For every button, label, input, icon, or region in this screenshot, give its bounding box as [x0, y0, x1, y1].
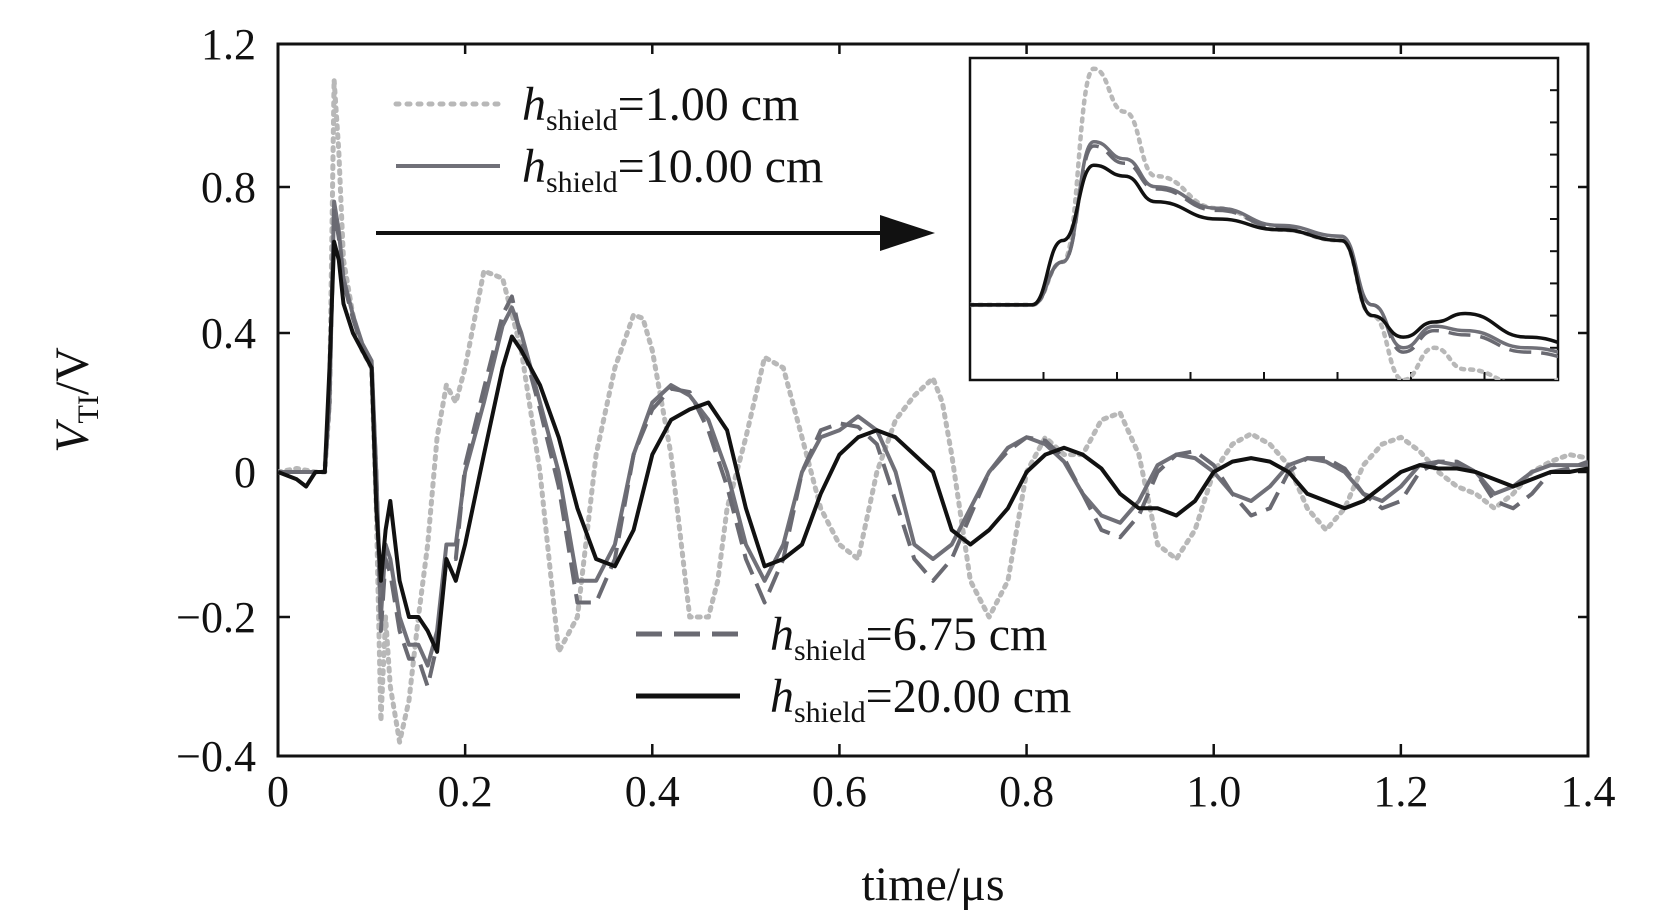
tick-layer: 0 0.2 0.4 0.6 0.8 1.0 1.2 1.4 −0.4 −0.2 0 0.4 0.8 1.2 [176, 20, 1615, 816]
legend-2-sub: shield [546, 166, 618, 199]
x-tick-label: 1.2 [1373, 767, 1428, 816]
legend-3-rest: =6.75 cm [866, 608, 1048, 661]
y-tick-label: 0.8 [201, 163, 256, 212]
x-tick-label: 1.4 [1561, 767, 1616, 816]
legend-4-sub: shield [794, 696, 866, 729]
inset-tick-layer [1042, 89, 1558, 380]
x-tick-label: 0.2 [438, 767, 493, 816]
series-line-1 [278, 77, 1588, 745]
legend-4-var: h [770, 670, 794, 723]
plot-frame [276, 42, 1590, 758]
y-tick-label: 0 [234, 448, 256, 497]
legend-1-rest: =1.00 cm [618, 78, 800, 131]
x-tick-label: 0.6 [812, 767, 867, 816]
y-tick-label: −0.2 [176, 593, 256, 642]
legend-4-rest: =20.00 cm [866, 670, 1072, 723]
legend-3-var: h [770, 608, 794, 661]
legend-2-var: h [522, 140, 546, 193]
series-line-4 [278, 239, 1588, 654]
legend-3-sub: shield [794, 634, 866, 667]
y-axis-title-sub: TI [72, 395, 105, 423]
x-tick-label: 0 [267, 767, 289, 816]
inset-series-line-3 [970, 144, 1558, 359]
y-tick-label: 1.2 [201, 20, 256, 69]
y-tick-label: −0.4 [176, 732, 256, 781]
legend-label-3: hshield=6.75 cm [770, 608, 1047, 667]
y-axis-title: VTI/V [46, 347, 105, 453]
legend-top: hshield=1.00 cm hshield=10.00 cm [393, 78, 823, 199]
series-line-3 [278, 206, 1588, 689]
legend-1-var: h [522, 78, 546, 131]
x-axis-title: time/μs [861, 858, 1004, 911]
x-tick-label: 0.4 [625, 767, 680, 816]
inset-series-layer [970, 66, 1558, 380]
legend-bottom: hshield=6.75 cm hshield=20.00 cm [636, 608, 1071, 729]
y-axis-title-suffix: /V [46, 347, 99, 395]
legend-label-1: hshield=1.00 cm [522, 78, 799, 137]
legend-2-rest: =10.00 cm [618, 140, 824, 193]
legend-label-2: hshield=10.00 cm [522, 140, 823, 199]
y-axis-title-main: V [46, 419, 99, 453]
legend-1-sub: shield [546, 104, 618, 137]
inset-frame [968, 56, 1560, 382]
y-tick-label: 0.4 [201, 309, 256, 358]
inset-series-line-4 [970, 163, 1558, 345]
x-tick-label: 0.8 [999, 767, 1054, 816]
x-tick-label: 1.0 [1186, 767, 1241, 816]
series-layer [278, 77, 1588, 745]
legend-label-4: hshield=20.00 cm [770, 670, 1071, 729]
inset-arrow-head [880, 215, 935, 251]
